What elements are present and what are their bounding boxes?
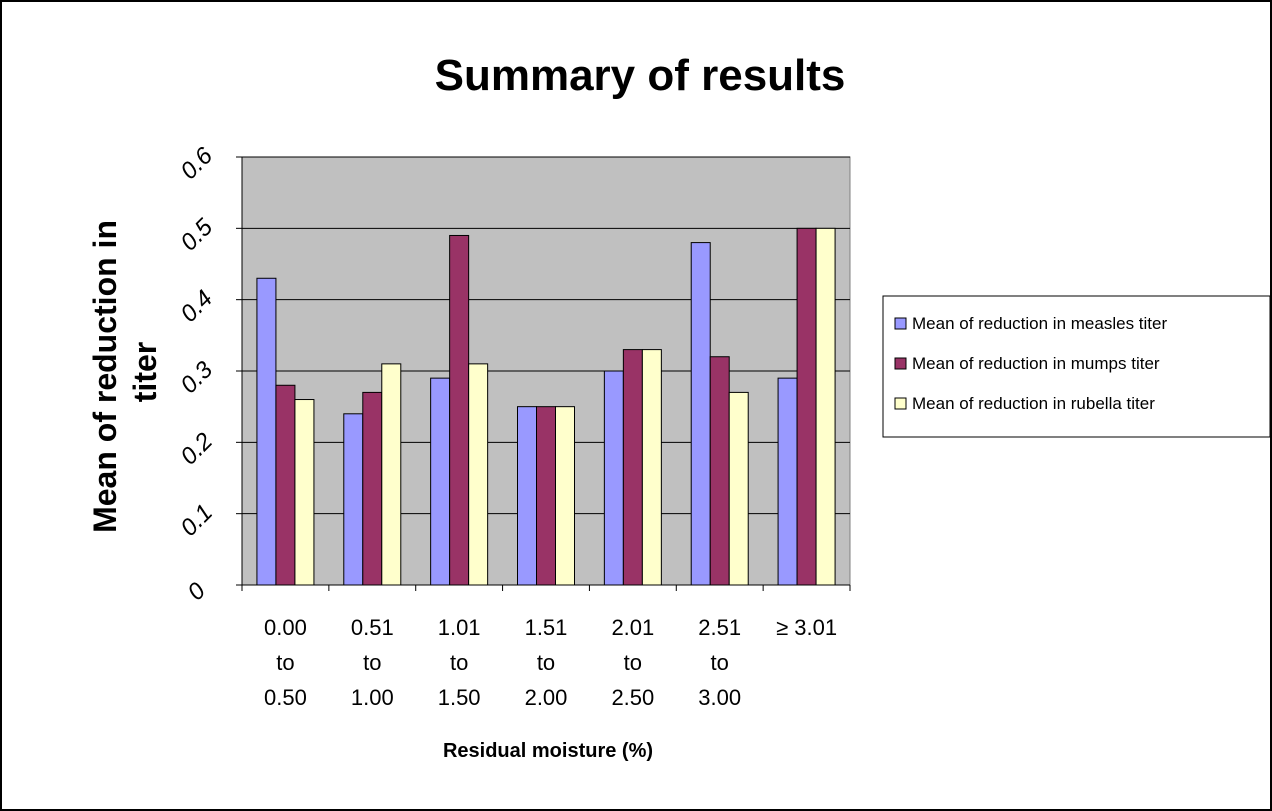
bar-3-7: [815, 227, 836, 586]
x-tick-label-line: 0.51: [351, 615, 394, 640]
legend: Mean of reduction in measles titer Mean o…: [882, 295, 1271, 438]
x-tick-label-line: 2.51: [698, 615, 741, 640]
x-tick-label-line: 1.50: [438, 685, 481, 710]
x-axis-label: Residual moisture (%): [443, 740, 653, 762]
bar-3-2: [381, 363, 402, 586]
x-tick-label-line: to: [624, 650, 642, 675]
x-tick-label-line: 2.50: [611, 685, 654, 710]
x-tick-label: 0.00 to 0.50: [264, 615, 307, 710]
bar-2-3: [449, 234, 470, 586]
legend-swatch-3: [894, 397, 907, 410]
bar-1-6: [690, 242, 711, 586]
x-tick-label: 2.51 to 3.00: [698, 615, 741, 710]
legend-label-3: Mean of reduction in rubella titer: [912, 394, 1155, 413]
x-tick-label-line: 1.00: [351, 685, 394, 710]
x-tick-label-line: to: [363, 650, 381, 675]
bar-3-5: [641, 349, 662, 586]
y-axis-label: Mean of reduction in titer: [87, 211, 163, 533]
y-axis-label-line-1: Mean of reduction in: [87, 220, 123, 533]
bar-1-4: [517, 406, 537, 586]
x-tick-label-line: 1.51: [525, 615, 568, 640]
bar-2-7: [796, 227, 817, 586]
bar-2-4: [536, 406, 556, 586]
bar-1-3: [430, 377, 451, 586]
x-tick-label-line: ≥ 3.01: [776, 615, 837, 640]
x-tick-label: ≥ 3.01: [776, 615, 837, 640]
bar-1-7: [777, 377, 798, 586]
legend-box: [882, 295, 1271, 438]
legend-swatch-1: [894, 317, 907, 330]
bar-1-2: [343, 413, 364, 586]
x-tick-label-line: 0.00: [264, 615, 307, 640]
x-tick-label-line: 0.50: [264, 685, 307, 710]
x-tick-label-line: 3.00: [698, 685, 741, 710]
bar-2-1: [275, 384, 296, 586]
x-tick-label-line: to: [276, 650, 294, 675]
x-tick-label-line: 2.01: [611, 615, 654, 640]
bar-2-5: [622, 349, 643, 586]
y-axis-label-line-2: titer: [127, 342, 163, 402]
x-tick-label-line: 1.01: [438, 615, 481, 640]
x-tick-label: 0.51 to 1.00: [351, 615, 394, 710]
x-tick-label: 1.01 to 1.50: [438, 615, 481, 710]
bar-3-1: [294, 399, 315, 586]
x-tick-label: 1.51 to 2.00: [525, 615, 568, 710]
bar-1-1: [256, 277, 277, 586]
x-tick-label: 2.01 to 2.50: [611, 615, 654, 710]
x-tick-label-line: to: [537, 650, 555, 675]
bar-3-6: [728, 391, 749, 586]
legend-label-2: Mean of reduction in mumps titer: [912, 354, 1160, 373]
legend-swatch-2: [894, 357, 907, 370]
bar-1-5: [603, 370, 624, 586]
x-tick-label-line: 2.00: [525, 685, 568, 710]
bar-3-3: [468, 363, 489, 586]
bar-3-4: [555, 406, 575, 586]
chart-title: Summary of results: [435, 51, 846, 100]
x-tick-label-line: to: [711, 650, 729, 675]
legend-label-1: Mean of reduction in measles titer: [912, 314, 1167, 333]
x-tick-label-line: to: [450, 650, 468, 675]
bar-2-2: [362, 391, 383, 586]
bar-2-6: [709, 356, 730, 586]
